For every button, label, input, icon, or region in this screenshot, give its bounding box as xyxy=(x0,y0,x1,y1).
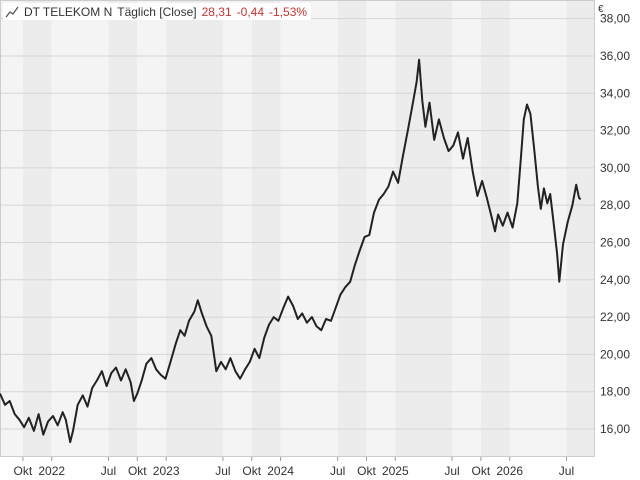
x-axis-ticks: Okt 2022 Jul Okt 2023 Jul Okt 2024 Jul Okt 2025 Jul… xyxy=(14,457,574,478)
period-band xyxy=(0,0,23,457)
line-chart-icon xyxy=(5,6,19,17)
period-band xyxy=(566,0,595,457)
period-band xyxy=(222,0,252,457)
y-tick-label: 32,00 xyxy=(600,124,630,138)
x-tick-label: Okt xyxy=(128,464,147,478)
period-band xyxy=(22,0,52,457)
period-band xyxy=(51,0,109,457)
x-tick-label: 2022 xyxy=(38,464,65,478)
chart-header: DT TELEKOM N Täglich [Close] 28,31 -0,44… xyxy=(3,3,312,20)
x-tick-label: 2025 xyxy=(382,464,409,478)
price-change-percent: -1,53% xyxy=(269,4,308,19)
x-tick-label: Jul xyxy=(215,464,230,478)
x-tick-label: Jul xyxy=(559,464,574,478)
x-tick-label: Jul xyxy=(101,464,116,478)
y-tick-label: 26,00 xyxy=(600,235,630,249)
period-band xyxy=(280,0,338,457)
period-band xyxy=(395,0,453,457)
period-band xyxy=(166,0,223,457)
x-tick-label: Okt xyxy=(357,464,376,478)
y-tick-label: 34,00 xyxy=(600,86,630,100)
plot-frame xyxy=(0,0,595,457)
x-tick-label: Okt xyxy=(472,464,491,478)
x-tick-label: Okt xyxy=(14,464,33,478)
y-tick-label: 18,00 xyxy=(600,385,630,399)
x-tick-label: 2024 xyxy=(267,464,294,478)
x-tick-label: 2026 xyxy=(496,464,523,478)
y-tick-label: 38,00 xyxy=(600,12,630,26)
period-band xyxy=(452,0,481,457)
period-band xyxy=(251,0,281,457)
y-tick-label: 16,00 xyxy=(600,422,630,436)
y-tick-label: 36,00 xyxy=(600,49,630,63)
x-tick-label: 2023 xyxy=(153,464,180,478)
last-price: 28,31 xyxy=(201,4,232,19)
period-band xyxy=(337,0,367,457)
y-tick-label: 28,00 xyxy=(600,198,630,212)
y-axis-unit: € xyxy=(598,4,604,15)
x-tick-label: Jul xyxy=(444,464,459,478)
instrument-name: DT TELEKOM N xyxy=(24,4,113,19)
period-band xyxy=(137,0,167,457)
period-band xyxy=(509,0,567,457)
period-bands xyxy=(0,0,595,457)
interval-label: Täglich [Close] xyxy=(117,4,197,19)
x-tick-label: Jul xyxy=(330,464,345,478)
price-change: -0,44 xyxy=(236,4,265,19)
price-line xyxy=(0,58,582,444)
y-tick-label: 30,00 xyxy=(600,161,630,175)
y-tick-label: 20,00 xyxy=(600,347,630,361)
y-axis-ticks: 16,00 18,00 20,00 22,00 24,00 26,00 28,00 30,00… xyxy=(600,12,630,436)
y-tick-label: 22,00 xyxy=(600,310,630,324)
y-tick-label: 24,00 xyxy=(600,273,630,287)
period-band xyxy=(108,0,138,457)
x-tick-label: Okt xyxy=(242,464,261,478)
